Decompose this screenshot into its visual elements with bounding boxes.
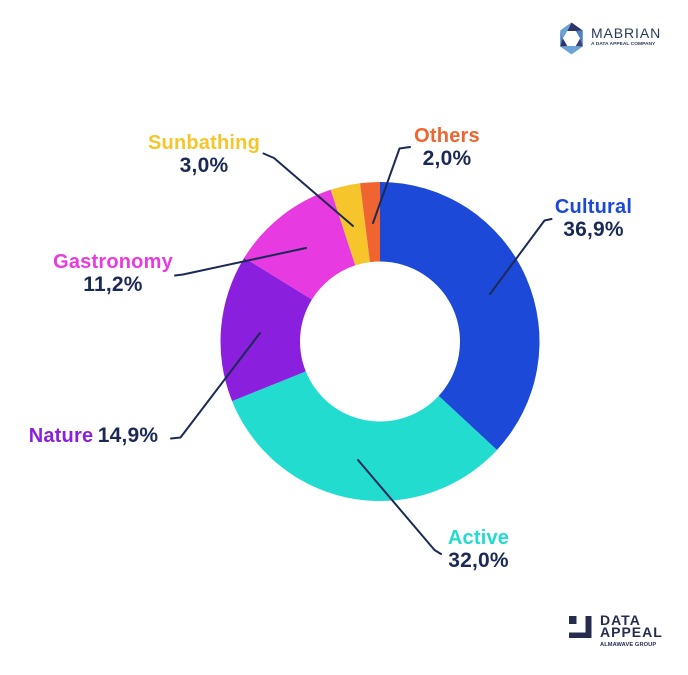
leader-line-nature — [170, 332, 261, 440]
slice-others[interactable] — [360, 182, 380, 263]
leader-line-sunbathing — [262, 152, 354, 227]
leader-line-active — [357, 459, 442, 555]
label-sunbathing-name: Sunbathing — [148, 131, 260, 154]
label-cultural-name: Cultural — [554, 196, 633, 218]
dataappeal-bracket-icon — [569, 616, 592, 638]
dataappeal-logo: DATA APPEAL ALMAWAVE GROUP — [569, 612, 669, 651]
slice-nature[interactable] — [220, 257, 312, 402]
leader-line-others — [372, 146, 411, 224]
label-sunbathing: Sunbathing 3,0% — [148, 133, 260, 178]
mabrian-tagline: A DATA APPEAL COMPANY — [591, 42, 656, 47]
slice-gastronomy[interactable] — [244, 189, 356, 300]
label-nature-name: Nature — [28, 424, 94, 447]
label-active: Active 32,0% — [448, 528, 509, 573]
dataappeal-wordmark-line2: APPEAL — [600, 623, 663, 640]
dataappeal-wordmark-line1: DATA — [600, 612, 641, 628]
label-cultural-value: 36,9% — [563, 218, 624, 241]
label-gastronomy-name: Gastronomy — [53, 251, 173, 273]
label-nature: Nature 14,9% — [29, 423, 159, 448]
label-others-value: 2,0% — [422, 147, 472, 170]
mabrian-hexagon-icon — [560, 22, 583, 54]
label-others-name: Others — [414, 125, 480, 147]
label-active-value: 32,0% — [448, 548, 509, 572]
label-cultural: Cultural 36,9% — [555, 197, 632, 242]
leader-line-cultural — [489, 218, 553, 295]
label-others: Others 2,0% — [414, 126, 480, 171]
mabrian-wordmark: MABRIAN — [591, 25, 662, 41]
label-gastronomy-value: 11,2% — [83, 273, 143, 296]
label-nature-value: 14,9% — [97, 423, 159, 447]
slice-cultural[interactable] — [380, 182, 540, 450]
dataappeal-tagline: ALMAWAVE GROUP — [600, 642, 657, 649]
mabrian-logo: MABRIAN A DATA APPEAL COMPANY — [558, 20, 680, 56]
leader-line-gastronomy — [174, 247, 307, 277]
label-active-name: Active — [447, 526, 510, 549]
slice-active[interactable] — [232, 371, 497, 501]
label-sunbathing-value: 3,0% — [179, 153, 229, 177]
label-gastronomy: Gastronomy 11,2% — [53, 252, 173, 297]
